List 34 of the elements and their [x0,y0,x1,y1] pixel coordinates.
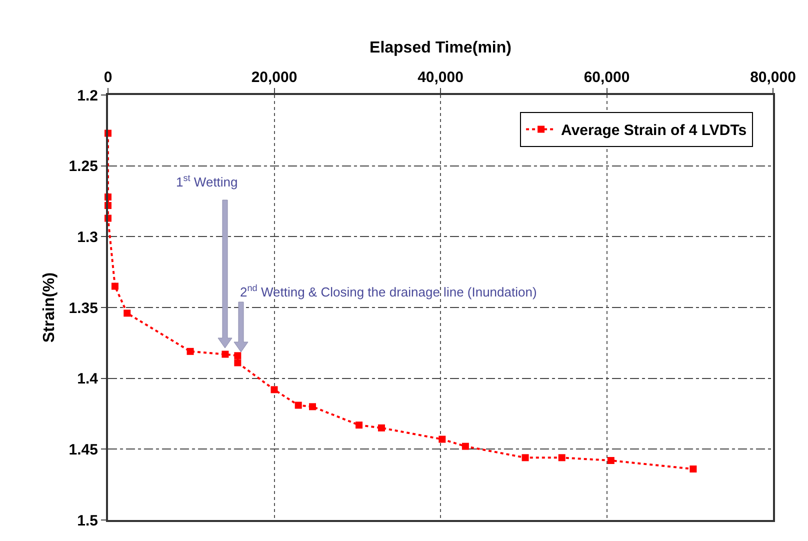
y-tick-label: 1.35 [68,300,98,317]
y-tick-label: 1.45 [68,441,98,458]
legend-label: Average Strain of 4 LVDTs [561,122,747,140]
x-tick-label: 60,000 [584,69,630,86]
point [356,422,363,429]
annotation: 2$^{nd}$ Wetting & Closing the drainage line (Inundation) [240,283,537,300]
point [124,310,131,317]
point [234,359,242,366]
y-tick-label: 1.2 [77,87,98,104]
y-tick-label: 1.5 [77,512,98,530]
point [111,282,118,290]
point [222,350,229,358]
x-tick-label: 40,000 [418,69,464,86]
x-tick-label: 20,000 [251,69,298,86]
point [234,352,242,360]
x-tick-label: 80,000 [750,69,796,86]
point [558,454,566,462]
point [270,386,278,394]
point [607,457,614,464]
point [690,466,697,472]
point [522,454,529,462]
x-axis-title: Elapsed Time(min) [370,39,512,56]
y-tick-label: 1.4 [77,370,99,388]
point [294,402,302,409]
point [438,436,446,443]
annotation: 1$^{st}$ Wetting [176,173,238,190]
x-tick-label: 0 [104,69,112,86]
y-tick-label: 1.25 [68,158,98,176]
y-tick-label: 1.3 [77,228,98,246]
point [378,424,385,432]
point [308,403,316,410]
point [186,348,194,355]
point [462,442,469,450]
y-axis-title: Strain(%) [41,272,58,343]
